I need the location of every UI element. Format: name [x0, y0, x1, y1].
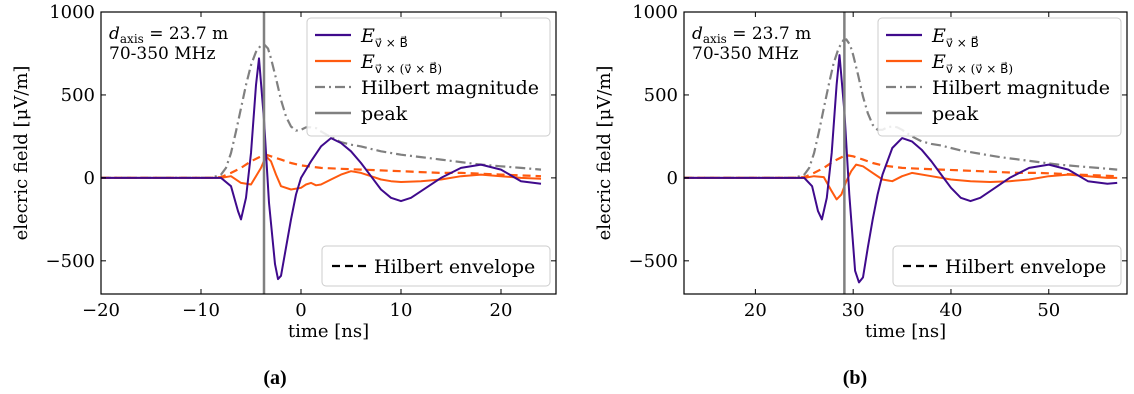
series-hilbert-magnitude-line: [101, 43, 542, 179]
legend-label: Ev⃗ × (v⃗ × B⃗): [931, 51, 1013, 76]
legend-label: Ev⃗ × (v⃗ × B⃗): [360, 51, 442, 76]
x-tick-label: −10: [182, 300, 220, 321]
x-tick-label: 20: [490, 300, 513, 321]
series-hilbert-envelope-line: [101, 153, 542, 179]
y-axis-label: elecric field [μV/m]: [594, 66, 615, 241]
legend-label: Hilbert magnitude: [361, 77, 539, 99]
annotation-distance: daxis = 23.7 m: [692, 24, 811, 46]
x-tick-label: −20: [82, 300, 120, 321]
panel-b: 20 30 40 50 −500 0 500 1000 time [ns] elecric fie…: [594, 2, 1128, 342]
plot-area: [101, 12, 542, 294]
y-tick-label: 500: [61, 85, 95, 106]
annotation-distance: daxis = 23.7 m: [109, 24, 228, 46]
legend-top: [306, 17, 551, 137]
legend-label: Ev⃗ × B⃗: [931, 25, 979, 50]
legend-top: [877, 17, 1122, 137]
y-tick-label: 0: [84, 168, 95, 189]
y-tick-label: −500: [629, 251, 678, 272]
x-tick-label: 0: [295, 300, 306, 321]
x-tick-label: 40: [940, 300, 963, 321]
legend-label: peak: [932, 103, 979, 125]
x-axis-label: time [ns]: [865, 321, 946, 342]
caption-b: (b): [843, 367, 867, 389]
x-tick-label: 50: [1037, 300, 1060, 321]
x-tick-label: 30: [842, 300, 865, 321]
legend-label: Hilbert magnitude: [932, 77, 1110, 99]
y-tick-label: 0: [667, 168, 678, 189]
legend-bottom: [321, 245, 551, 287]
y-tick-label: 500: [644, 85, 678, 106]
legend-label: peak: [361, 103, 408, 125]
legend-label-envelope: Hilbert envelope: [374, 256, 535, 278]
x-axis-label: time [ns]: [288, 321, 369, 342]
series-e-v-b-line: [684, 54, 1118, 284]
series-e-v-b-line: [101, 57, 542, 281]
series-e-v-v-b--line: [684, 163, 1118, 201]
legend-bottom: [892, 245, 1122, 287]
caption-a: (a): [263, 367, 286, 389]
plot-frame: [683, 11, 1128, 295]
y-tick-label: −500: [46, 251, 95, 272]
legend-label: Ev⃗ × B⃗: [360, 25, 408, 50]
x-tick-label: 20: [744, 300, 767, 321]
x-tick-label: 10: [390, 300, 413, 321]
legend-label-envelope: Hilbert envelope: [945, 256, 1106, 278]
y-tick-label: 1000: [49, 2, 95, 23]
panel-a: −20 −10 0 10 20 −500 0 500 1000 time [ns] elecric …: [11, 2, 557, 342]
y-axis-label: elecric field [μV/m]: [11, 66, 32, 241]
plot-frame: [100, 11, 557, 295]
y-tick-label: 1000: [632, 2, 678, 23]
series-hilbert-envelope-line: [684, 154, 1118, 179]
annotation-band: 70-350 MHz: [109, 44, 215, 64]
annotation-band: 70-350 MHz: [692, 44, 798, 64]
